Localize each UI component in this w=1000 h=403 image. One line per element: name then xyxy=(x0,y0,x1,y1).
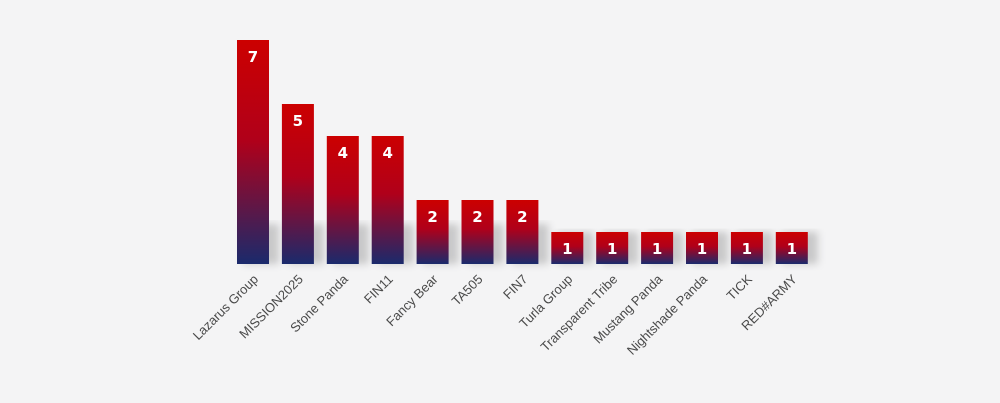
bar-turla-group xyxy=(551,232,584,264)
bar-ta505 xyxy=(461,200,494,264)
category-label-ta505: TA505 xyxy=(449,272,486,309)
category-label-fin7: FIN7 xyxy=(500,272,531,303)
value-label-mission2025: 5 xyxy=(293,112,303,130)
value-label-fin11: 4 xyxy=(382,144,392,162)
category-label-transparent-tribe: Transparent Tribe xyxy=(538,272,621,355)
value-label-transparent-tribe: 1 xyxy=(607,240,617,258)
bar-lazarus-group xyxy=(237,40,269,264)
value-label-stone-panda: 4 xyxy=(338,144,348,162)
category-label-nightshade-panda: Nightshade Panda xyxy=(624,271,711,358)
value-label-turla-group: 1 xyxy=(562,240,572,258)
value-label-nightshade-panda: 1 xyxy=(697,240,707,258)
bar-stone-panda xyxy=(326,136,359,264)
category-label-tick: TICK xyxy=(723,271,755,303)
bars-group xyxy=(237,40,808,264)
value-label-fancy-bear: 2 xyxy=(427,208,437,226)
bar-fin11 xyxy=(371,136,404,264)
value-label-red-army: 1 xyxy=(787,240,797,258)
bar-mustang-panda xyxy=(641,232,674,264)
bar-nightshade-panda xyxy=(686,232,718,264)
bar-mission2025 xyxy=(281,104,314,264)
bar-transparent-tribe xyxy=(596,232,629,264)
value-label-lazarus-group: 7 xyxy=(248,48,258,66)
value-label-fin7: 2 xyxy=(517,208,527,226)
value-label-ta505: 2 xyxy=(472,208,482,226)
bar-tick xyxy=(730,232,763,264)
bar-fin7 xyxy=(506,200,539,264)
value-label-mustang-panda: 1 xyxy=(652,240,662,258)
category-label-fin11: FIN11 xyxy=(361,272,396,307)
value-labels-group: 7 5 4 4 2 2 2 1 1 1 1 1 1 xyxy=(248,48,797,258)
bar-red-army xyxy=(775,232,808,264)
bar-fancy-bear xyxy=(416,200,449,264)
value-label-tick: 1 xyxy=(742,240,752,258)
